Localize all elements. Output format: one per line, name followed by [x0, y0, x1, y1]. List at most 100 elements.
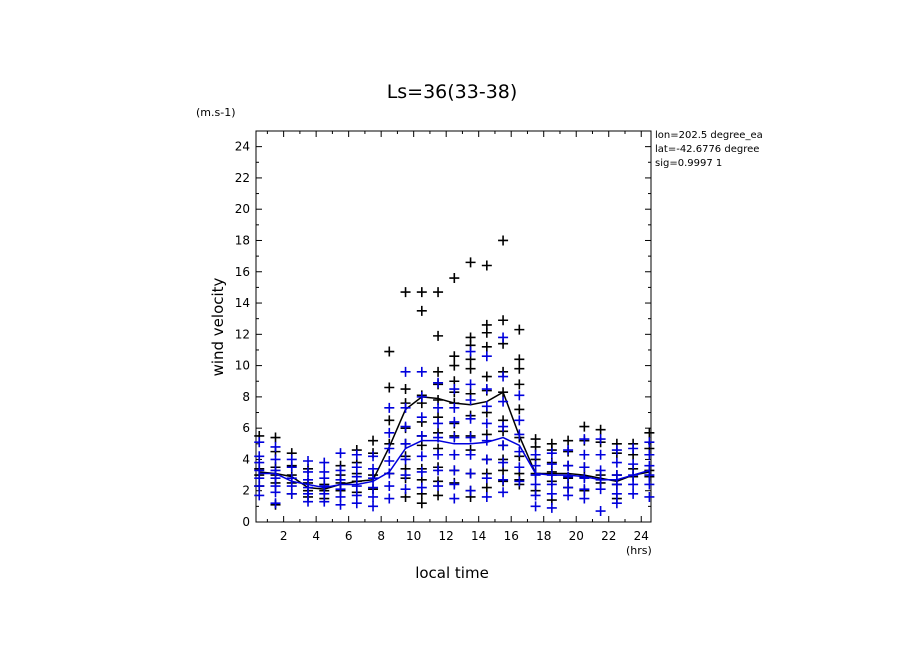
- blue-sample-marker: [465, 468, 476, 479]
- blue-sample-marker: [351, 498, 362, 509]
- blue-sample-marker: [514, 415, 525, 426]
- blue-sample-marker: [416, 482, 427, 493]
- black-sample-marker: [433, 366, 444, 377]
- y-tick-label: 18: [235, 233, 250, 247]
- blue-sample-marker: [481, 473, 492, 484]
- blue-sample-marker: [563, 445, 574, 456]
- y-tick-label: 24: [235, 140, 250, 154]
- blue-sample-marker: [546, 502, 557, 513]
- x-tick-label: 14: [471, 529, 486, 543]
- black-sample-marker: [449, 360, 460, 371]
- y-unit-label: (m.s-1): [196, 106, 236, 119]
- x-tick-label: 4: [312, 529, 320, 543]
- info-sig: sig=0.9997 1: [655, 158, 722, 169]
- blue-sample-marker: [514, 390, 525, 401]
- blue-sample-marker: [481, 401, 492, 412]
- blue-sample-marker: [449, 493, 460, 504]
- blue-sample-marker: [628, 488, 639, 499]
- blue-sample-marker: [416, 366, 427, 377]
- black-sample-marker: [514, 354, 525, 365]
- blue-sample-marker: [530, 479, 541, 490]
- x-unit-label: (hrs): [626, 544, 652, 557]
- blue-sample-marker: [498, 487, 509, 498]
- blue-sample-marker: [433, 418, 444, 429]
- blue-sample-marker: [465, 449, 476, 460]
- blue-sample-marker: [270, 498, 281, 509]
- blue-sample-marker: [416, 430, 427, 441]
- blue-sample-marker: [270, 441, 281, 452]
- blue-sample-marker: [433, 465, 444, 476]
- blue-sample-marker: [384, 456, 395, 467]
- black-sample-marker: [514, 379, 525, 390]
- blue-sample-marker: [416, 391, 427, 402]
- y-tick-label: 4: [242, 452, 250, 466]
- blue-sample-marker: [384, 481, 395, 492]
- blue-sample-marker: [514, 476, 525, 487]
- x-tick-label: 10: [406, 529, 421, 543]
- blue-sample-marker: [579, 434, 590, 445]
- blue-sample-marker: [400, 470, 411, 481]
- blue-sample-marker: [416, 412, 427, 423]
- blue-sample-marker: [449, 479, 460, 490]
- blue-sample-marker: [384, 443, 395, 454]
- black-sample-marker: [270, 432, 281, 443]
- blue-sample-marker: [384, 402, 395, 413]
- blue-sample-marker: [530, 501, 541, 512]
- blue-sample-marker: [498, 371, 509, 382]
- blue-sample-marker: [563, 460, 574, 471]
- blue-sample-marker: [481, 491, 492, 502]
- y-tick-label: 10: [235, 359, 250, 373]
- blue-sample-marker: [481, 384, 492, 395]
- blue-sample-marker: [254, 490, 265, 501]
- black-sample-marker: [433, 490, 444, 501]
- x-tick-label: 12: [439, 529, 454, 543]
- blue-sample-marker: [563, 490, 574, 501]
- black-sample-marker: [481, 260, 492, 271]
- y-tick-label: 0: [242, 515, 250, 529]
- blue-sample-marker: [351, 462, 362, 473]
- blue-sample-marker: [368, 491, 379, 502]
- blue-sample-marker: [579, 473, 590, 484]
- y-tick-label: 22: [235, 171, 250, 185]
- x-tick-label: 8: [377, 529, 385, 543]
- blue-sample-marker: [498, 440, 509, 451]
- blue-sample-marker: [400, 438, 411, 449]
- black-sample-marker: [449, 351, 460, 362]
- blue-sample-marker: [498, 421, 509, 432]
- blue-sample-marker: [465, 346, 476, 357]
- blue-sample-marker: [351, 471, 362, 482]
- blue-sample-marker: [579, 484, 590, 495]
- blue-sample-marker: [595, 484, 606, 495]
- y-axis-label: wind velocity: [209, 277, 227, 376]
- blue-sample-marker: [465, 432, 476, 443]
- blue-sample-marker: [335, 448, 346, 459]
- black-sample-marker: [514, 324, 525, 335]
- y-tick-label: 14: [235, 296, 250, 310]
- blue-sample-marker: [351, 449, 362, 460]
- blue-sample-marker: [628, 459, 639, 470]
- blue-sample-marker: [546, 479, 557, 490]
- blue-sample-marker: [465, 413, 476, 424]
- blue-sample-marker: [384, 493, 395, 504]
- x-tick-label: 6: [345, 529, 353, 543]
- y-tick-label: 6: [242, 421, 250, 435]
- black-sample-marker: [384, 346, 395, 357]
- black-sample-marker: [595, 424, 606, 435]
- blue-sample-marker: [433, 481, 444, 492]
- black-sample-marker: [416, 440, 427, 451]
- y-tick-label: 2: [242, 484, 250, 498]
- blue-sample-marker: [498, 474, 509, 485]
- blue-sample-marker: [530, 449, 541, 460]
- blue-sample-marker: [433, 449, 444, 460]
- blue-sample-marker: [644, 449, 655, 460]
- blue-sample-marker: [611, 457, 622, 468]
- blue-sample-marker: [611, 479, 622, 490]
- black-sample-marker: [465, 257, 476, 268]
- black-sample-marker: [384, 382, 395, 393]
- black-sample-marker: [514, 363, 525, 374]
- blue-sample-marker: [254, 481, 265, 492]
- black-sample-marker: [481, 371, 492, 382]
- blue-sample-marker: [611, 488, 622, 499]
- black-sample-marker: [400, 287, 411, 298]
